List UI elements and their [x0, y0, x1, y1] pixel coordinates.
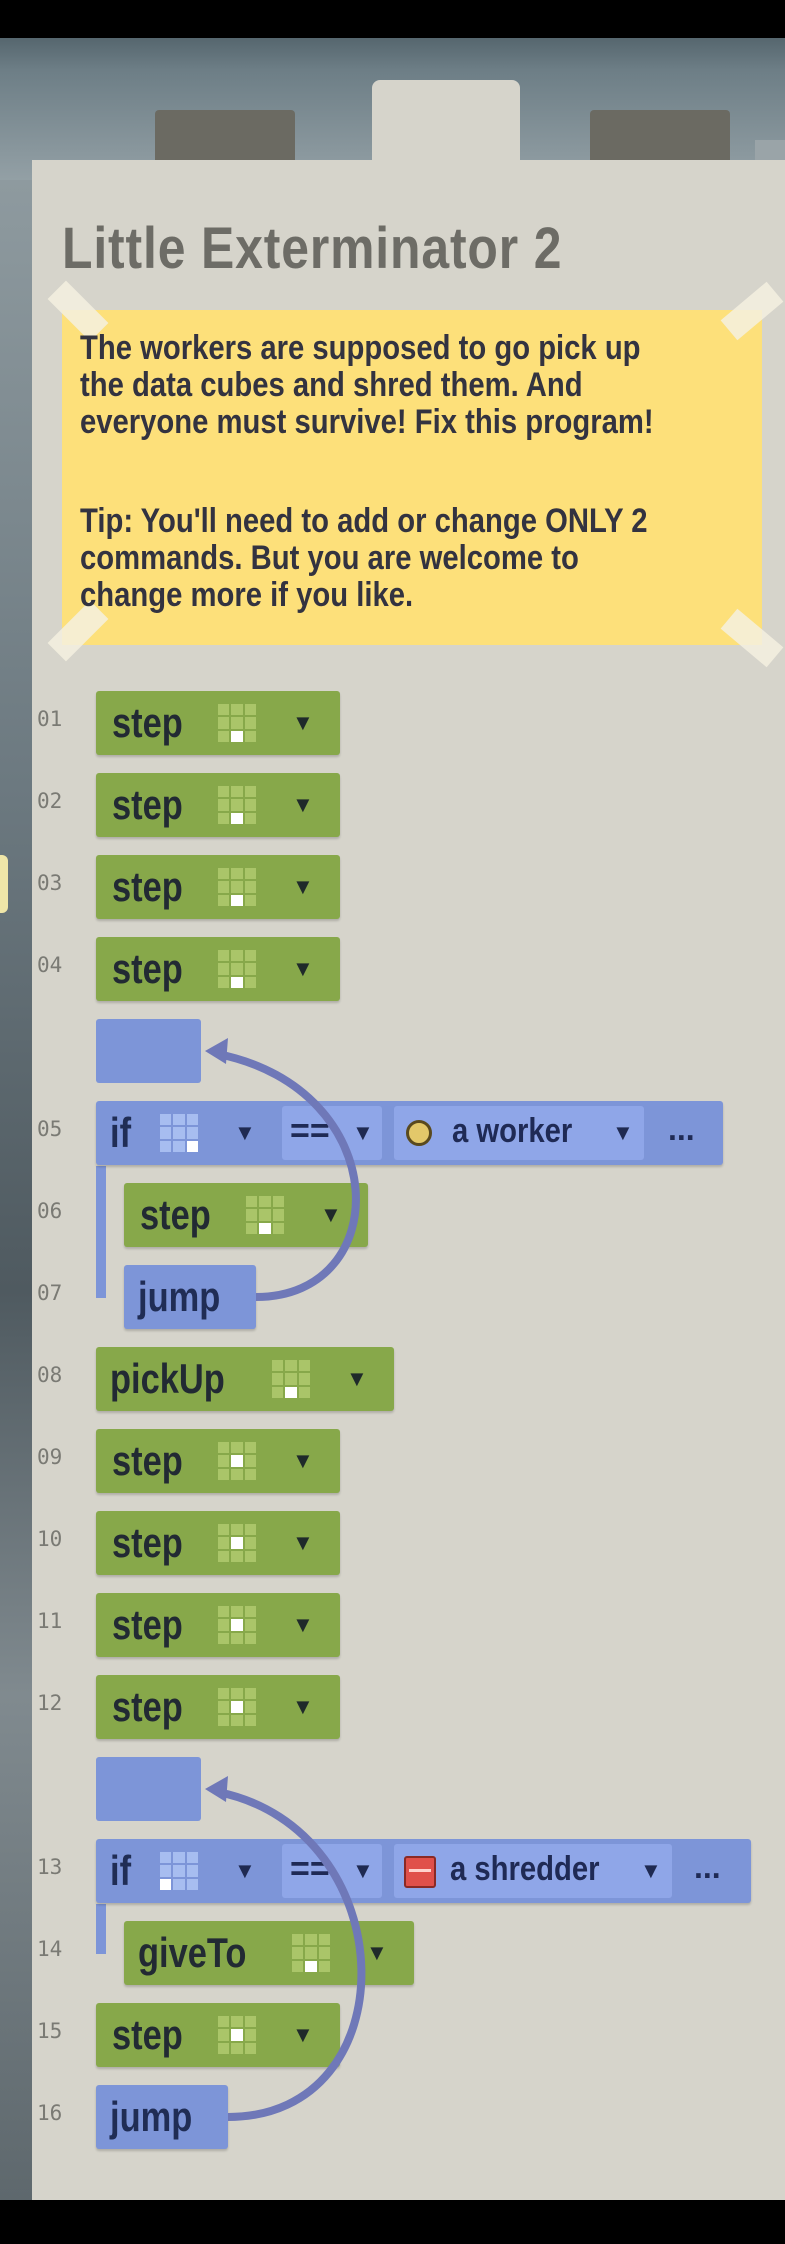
jump-arrow-head: [205, 1776, 228, 1802]
jump-arrow: [218, 1054, 356, 1297]
jump-arrow: [218, 1792, 361, 2117]
jump-arrow-head: [205, 1038, 228, 1064]
